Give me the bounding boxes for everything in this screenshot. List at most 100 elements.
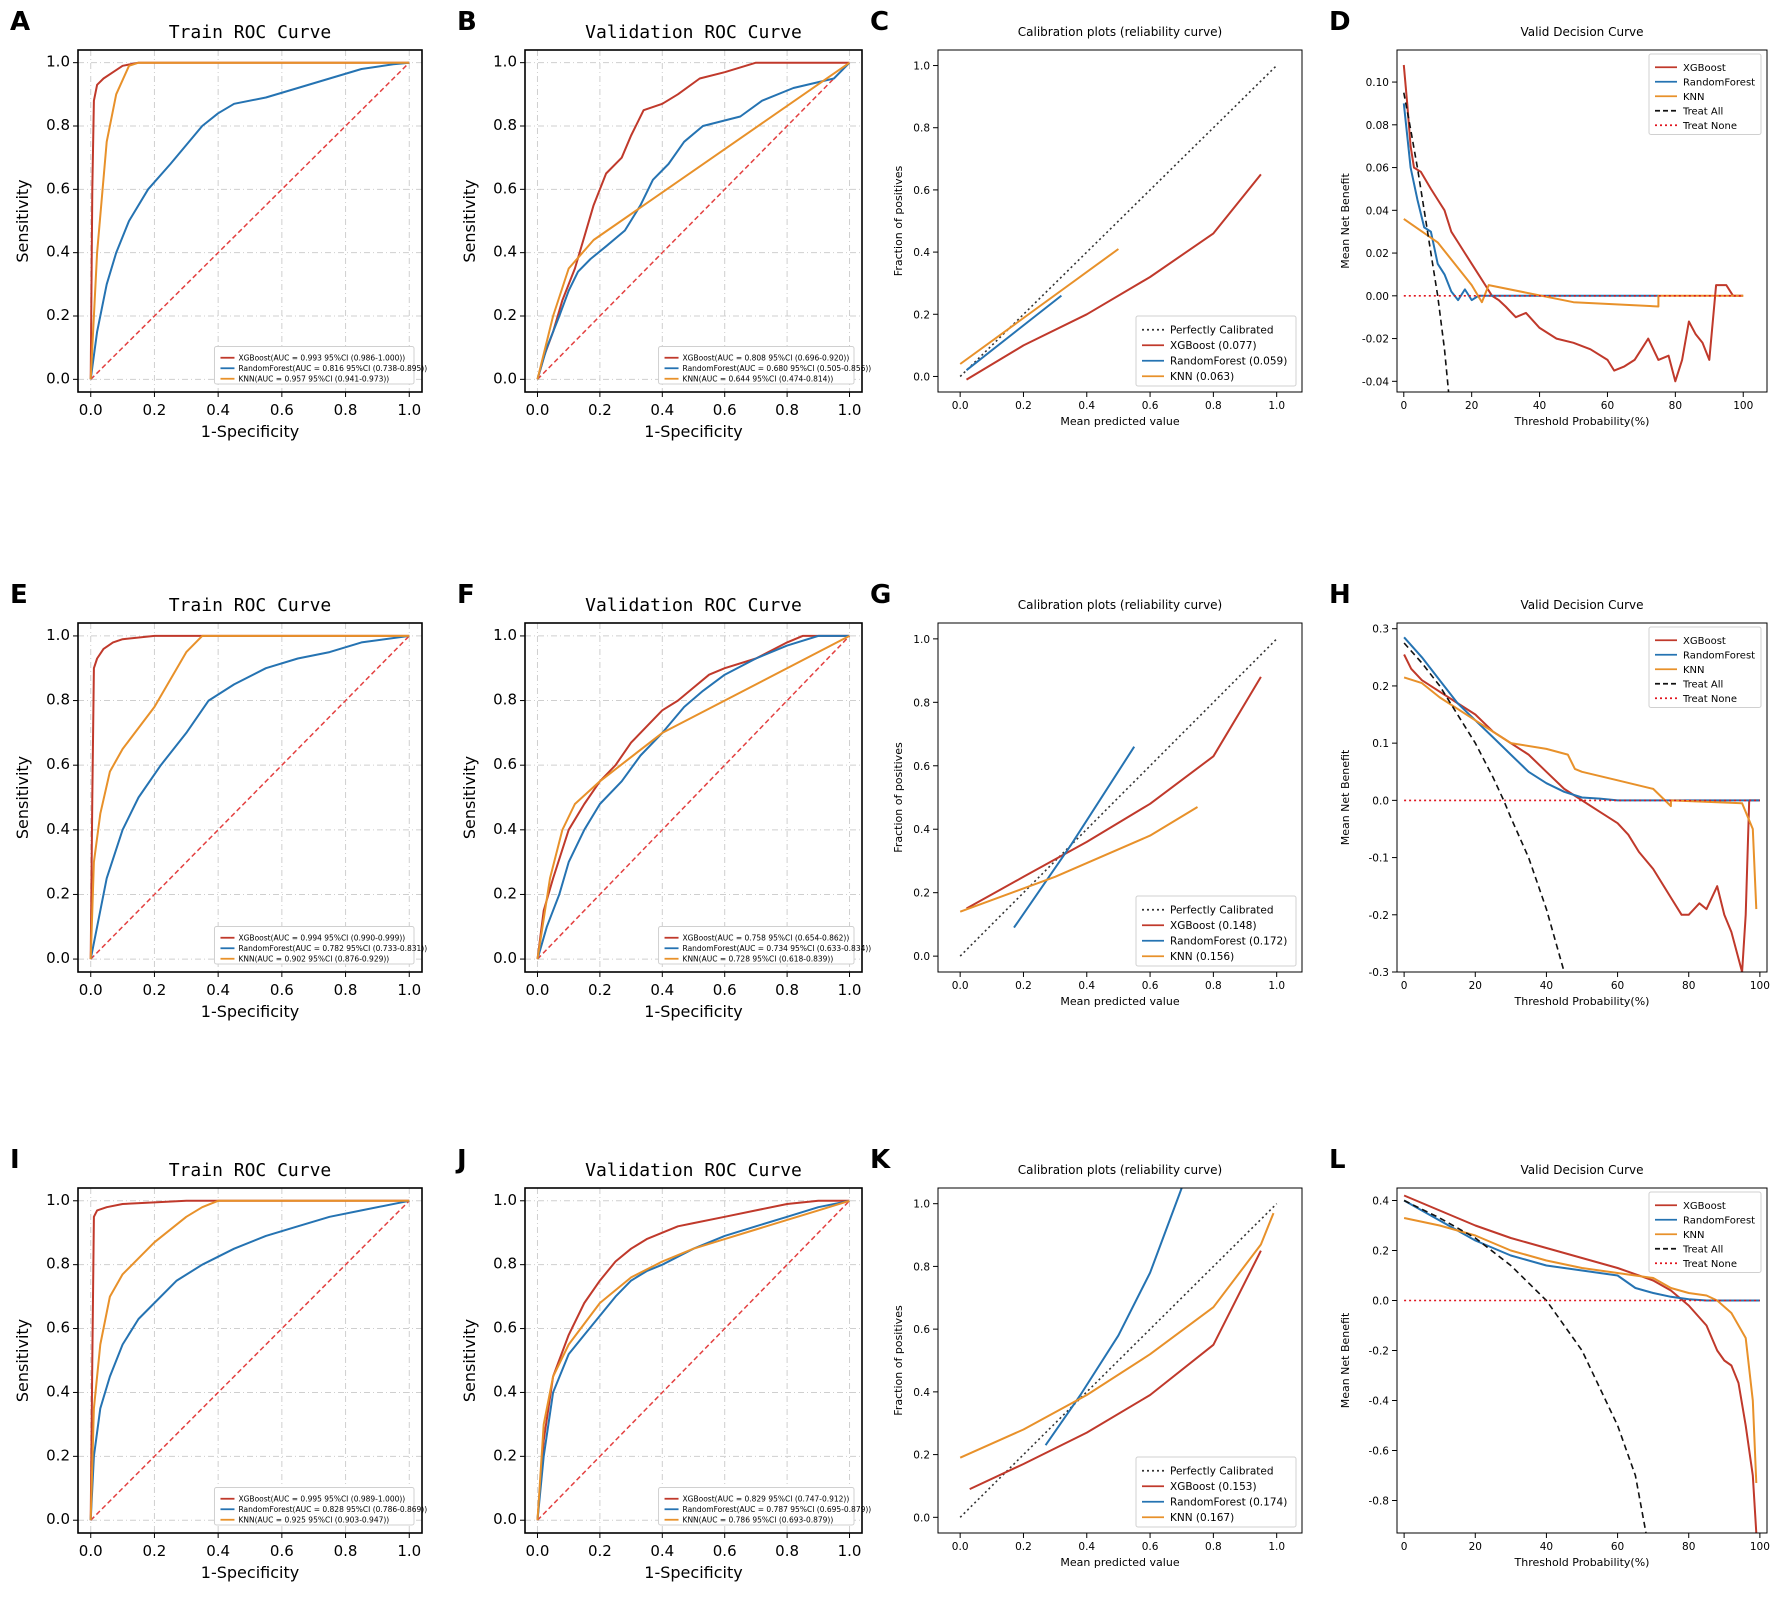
- y-tick-label: 0.2: [1372, 1246, 1389, 1258]
- legend-label: Perfectly Calibrated: [1170, 325, 1274, 337]
- x-tick-label: 0.0: [952, 1541, 969, 1553]
- y-tick-label: 1.0: [46, 53, 70, 71]
- legend-label: RandomForest(AUC = 0.787 95%CI (0.695-0.…: [683, 1505, 872, 1514]
- series-line-1: [536, 1199, 850, 1521]
- axes-frame: [937, 1187, 1303, 1534]
- y-tick-label: 0.0: [493, 949, 517, 967]
- axes-frame: [1396, 622, 1768, 973]
- panel-j: J 0.0 0.2 0.4 0.6 0.8 1.0 0.0 0.2 0.4 0.6 0.8 1.0 Val…: [455, 1145, 871, 1582]
- x-axis-label: Threshold Probability(%): [1514, 995, 1650, 1008]
- x-tick-label: 0.2: [1015, 1541, 1032, 1553]
- y-tick-label: 0.8: [913, 123, 930, 135]
- legend-label: XGBoost(AUC = 0.993 95%CI (0.986-1.000)): [238, 353, 405, 362]
- legend-box: [1648, 53, 1762, 135]
- plot-area: [1402, 64, 1744, 392]
- y-tick-label: 0.6: [493, 1319, 517, 1337]
- x-tick-label: 0.8: [775, 1542, 799, 1560]
- x-tick-label: 1.0: [1268, 400, 1285, 412]
- x-tick-label: 20: [1469, 1541, 1482, 1553]
- legend-label: Perfectly Calibrated: [1170, 905, 1274, 917]
- legend-label: KNN(AUC = 0.902 95%CI (0.876-0.929)): [238, 954, 389, 963]
- x-tick-label: 1.0: [838, 981, 862, 999]
- legend-label: KNN: [1683, 92, 1705, 103]
- y-tick-label: 0.00: [1366, 291, 1389, 303]
- y-tick-label: 0.6: [46, 1319, 70, 1337]
- legend-label: KNN (0.063): [1170, 371, 1234, 383]
- legend-label: XGBoost: [1683, 1201, 1726, 1212]
- chance-diagonal: [536, 1200, 851, 1521]
- panel-letter: I: [10, 1145, 20, 1175]
- chart-title: Train ROC Curve: [169, 595, 332, 616]
- legend: XGBoost RandomForest KNN Treat All Treat Non…: [1648, 626, 1762, 708]
- series-line-2: [89, 1199, 410, 1521]
- legend-label: RandomForest (0.059): [1170, 356, 1287, 368]
- x-axis-label: Mean predicted value: [1060, 995, 1179, 1008]
- y-axis-label: Sensitivity: [13, 756, 32, 839]
- series-line-0: [959, 64, 1278, 378]
- x-tick-label: 0.8: [334, 1542, 358, 1560]
- panel-l: L 0 20 40 60 80 100 0.4 0.2 0.0 -0.2 -0.4 -0.6 -0.8 Va…: [1329, 1145, 1770, 1569]
- series-line-2: [1044, 1188, 1183, 1446]
- x-tick-label: 1.0: [397, 981, 421, 999]
- legend: Perfectly Calibrated XGBoost (0.077) Rando…: [1135, 315, 1297, 387]
- y-tick-label: 0.06: [1366, 163, 1390, 175]
- y-tick-label: 0.6: [913, 761, 930, 773]
- chance-diagonal: [536, 635, 851, 960]
- legend: XGBoost(AUC = 0.993 95%CI (0.986-1.000))…: [213, 346, 427, 385]
- legend-box: [1648, 1191, 1762, 1273]
- legend-label: XGBoost(AUC = 0.995 95%CI (0.989-1.000)): [238, 1494, 405, 1503]
- x-tick-label: 100: [1733, 400, 1753, 412]
- x-tick-label: 0.2: [1015, 400, 1032, 412]
- series-line-2: [1403, 1217, 1758, 1484]
- x-tick-label: 40: [1533, 400, 1546, 412]
- series-line-0: [1402, 64, 1744, 383]
- plot-area: [959, 64, 1278, 381]
- y-tick-label: 0.1: [1372, 738, 1389, 750]
- series-line-2: [965, 294, 1063, 371]
- y-tick-label: 0.4: [46, 820, 70, 838]
- x-tick-label: 0: [1401, 1541, 1408, 1553]
- series-line-3: [959, 248, 1119, 365]
- panel-i: I 0.0 0.2 0.4 0.6 0.8 1.0 0.0 0.2 0.4 0.6 0.8 1.0 Tra…: [10, 1145, 427, 1582]
- y-axis-label: Sensitivity: [460, 179, 479, 262]
- x-tick-label: 0.2: [588, 981, 612, 999]
- panel-letter: K: [870, 1145, 891, 1175]
- y-tick-label: 0.4: [913, 247, 930, 259]
- axes-frame: [77, 49, 423, 393]
- y-tick-label: -0.3: [1369, 967, 1390, 979]
- chart-title: Train ROC Curve: [169, 1160, 332, 1181]
- y-tick-label: 1.0: [46, 1191, 70, 1209]
- legend-label: RandomForest(AUC = 0.782 95%CI (0.733-0.…: [238, 944, 427, 953]
- y-tick-label: 0.4: [913, 824, 930, 836]
- legend-box: [658, 926, 855, 965]
- y-axis-label: Fraction of positives: [892, 166, 905, 277]
- legend: XGBoost(AUC = 0.758 95%CI (0.654-0.862))…: [658, 926, 871, 965]
- legend-box: [658, 1487, 855, 1526]
- legend-label: RandomForest (0.174): [1170, 1497, 1287, 1509]
- chance-diagonal: [90, 62, 410, 380]
- series-line-2: [1403, 676, 1758, 910]
- y-tick-label: 0.6: [913, 185, 930, 197]
- y-tick-label: 0.0: [493, 1510, 517, 1528]
- x-tick-label: 40: [1540, 1541, 1553, 1553]
- x-tick-label: 0.6: [713, 981, 737, 999]
- series-line-3: [1403, 642, 1565, 972]
- y-tick-label: 0.2: [493, 1446, 517, 1464]
- x-tick-label: 0.4: [650, 981, 674, 999]
- series-line-3: [1403, 92, 1450, 392]
- legend-label: KNN: [1683, 1230, 1705, 1241]
- x-axis-label: 1-Specificity: [644, 1563, 742, 1582]
- y-tick-label: -0.1: [1369, 853, 1390, 865]
- x-tick-label: 100: [1750, 1541, 1770, 1553]
- x-tick-label: 0.0: [79, 981, 103, 999]
- series-line-0: [959, 1203, 1278, 1518]
- plot-area: [536, 1199, 850, 1521]
- plot-area: [1403, 1194, 1760, 1533]
- y-tick-label: 0.4: [913, 1387, 930, 1399]
- legend-label: Treat None: [1682, 1259, 1737, 1270]
- x-tick-label: 80: [1682, 980, 1695, 992]
- legend-label: KNN(AUC = 0.644 95%CI (0.474-0.814)): [683, 374, 834, 383]
- panel-c: C 0.0 0.2 0.4 0.6 0.8 1.0 0.0 0.2 0.4 0.6 0.8 1.0 Cal…: [870, 7, 1303, 428]
- series-line-0: [89, 1199, 410, 1521]
- x-tick-label: 0.2: [143, 1542, 167, 1560]
